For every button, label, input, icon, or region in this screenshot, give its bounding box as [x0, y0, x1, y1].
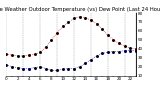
Title: Milwaukee Weather Outdoor Temperature (vs) Dew Point (Last 24 Hours): Milwaukee Weather Outdoor Temperature (v… — [0, 7, 160, 12]
